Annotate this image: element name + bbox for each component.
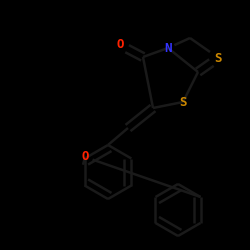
Text: O: O	[116, 38, 124, 52]
Text: N: N	[164, 42, 172, 54]
Text: S: S	[179, 96, 187, 108]
Text: O: O	[81, 150, 89, 164]
Text: S: S	[214, 52, 222, 64]
